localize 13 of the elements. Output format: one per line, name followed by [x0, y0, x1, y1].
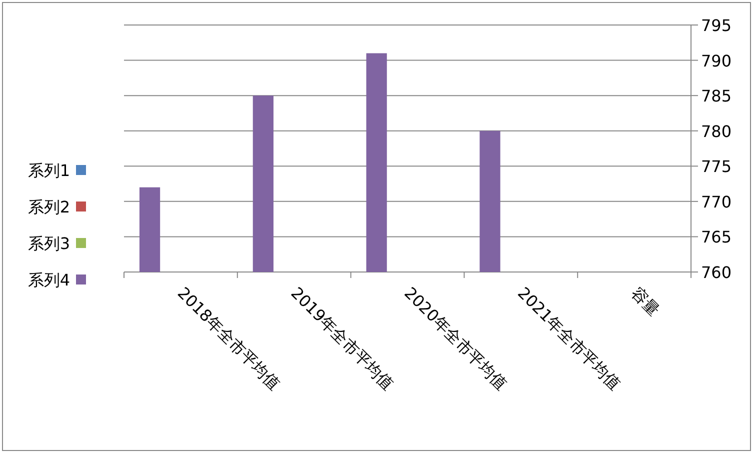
y-tick-label: 770 [701, 192, 732, 212]
y-tick-label: 790 [701, 51, 732, 70]
y-tick-label: 780 [701, 122, 732, 141]
y-tick-label: 795 [701, 16, 732, 35]
x-tick-label: 容量 [627, 283, 664, 320]
y-tick-label: 765 [701, 228, 732, 247]
y-tick-label: 775 [701, 157, 732, 176]
y-tick-label: 760 [701, 263, 732, 282]
legend-label: 系列3 [28, 234, 70, 253]
legend-label: 系列1 [28, 161, 70, 180]
legend-label: 系列2 [28, 198, 70, 216]
y-tick-label: 785 [701, 86, 732, 106]
legend-label: 系列4 [28, 270, 70, 290]
